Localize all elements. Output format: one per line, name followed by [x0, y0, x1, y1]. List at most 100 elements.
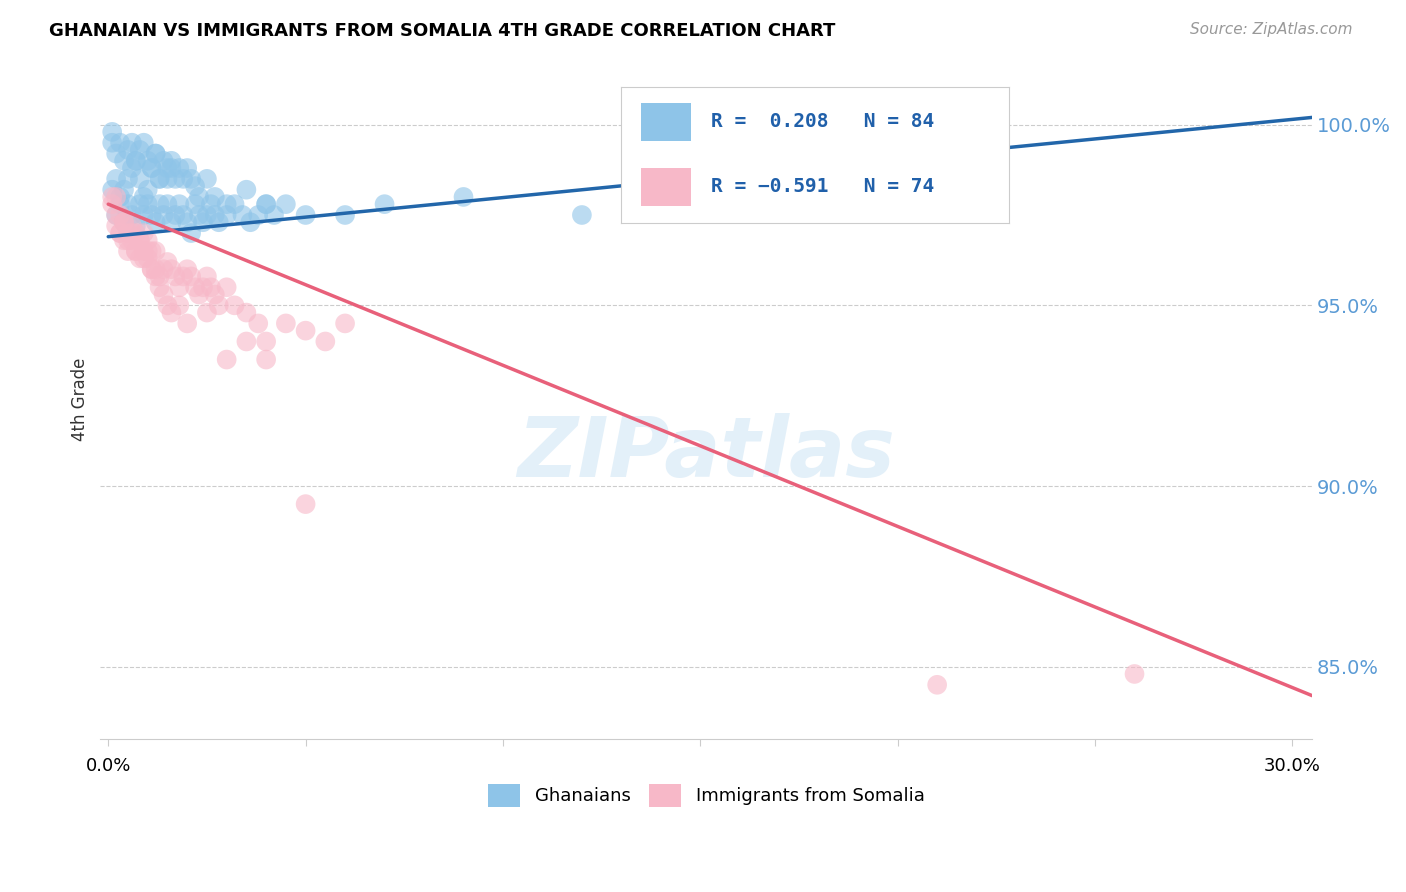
Point: [121, 233, 143, 247]
Point: [927, 678, 949, 692]
Point: [108, 197, 131, 211]
Point: [314, 334, 336, 349]
Point: [152, 153, 174, 168]
Point: [156, 161, 179, 175]
Point: [128, 143, 150, 157]
Point: [121, 161, 143, 175]
Point: [165, 208, 187, 222]
Text: GHANAIAN VS IMMIGRANTS FROM SOMALIA 4TH GRADE CORRELATION CHART: GHANAIAN VS IMMIGRANTS FROM SOMALIA 4TH …: [49, 22, 835, 40]
Point: [125, 226, 148, 240]
Point: [101, 190, 124, 204]
Point: [108, 226, 131, 240]
Point: [121, 219, 143, 233]
Point: [152, 287, 174, 301]
Point: [148, 172, 170, 186]
Point: [172, 172, 194, 186]
Point: [215, 197, 238, 211]
Point: [145, 215, 167, 229]
Point: [156, 197, 179, 211]
Point: [128, 252, 150, 266]
Point: [112, 215, 135, 229]
Point: [235, 334, 257, 349]
Point: [247, 208, 270, 222]
Point: [117, 172, 139, 186]
Point: [112, 215, 135, 229]
Point: [215, 280, 238, 294]
Point: [188, 208, 211, 222]
Point: [156, 172, 179, 186]
Point: [112, 233, 135, 247]
Point: [121, 208, 143, 222]
Text: ZIPatlas: ZIPatlas: [517, 413, 896, 494]
Point: [224, 197, 246, 211]
Point: [145, 244, 167, 259]
Point: [235, 305, 257, 319]
Point: [132, 244, 155, 259]
Point: [195, 269, 218, 284]
Point: [121, 136, 143, 150]
Point: [224, 298, 246, 312]
Point: [148, 280, 170, 294]
Point: [108, 136, 131, 150]
Point: [101, 125, 124, 139]
Point: [195, 208, 218, 222]
Point: [105, 172, 128, 186]
Text: 30.0%: 30.0%: [1264, 757, 1320, 775]
Point: [208, 215, 231, 229]
Point: [136, 153, 159, 168]
Point: [184, 179, 207, 194]
Point: [453, 190, 475, 204]
Point: [333, 317, 356, 331]
Point: [188, 190, 211, 204]
Text: 0.0%: 0.0%: [86, 757, 131, 775]
Point: [132, 226, 155, 240]
Point: [571, 208, 593, 222]
Point: [117, 226, 139, 240]
Point: [152, 208, 174, 222]
Point: [169, 280, 191, 294]
Point: [105, 146, 128, 161]
Point: [101, 183, 124, 197]
Point: [132, 136, 155, 150]
Point: [169, 298, 191, 312]
Point: [152, 262, 174, 277]
Point: [145, 146, 167, 161]
Point: [160, 305, 183, 319]
Point: [108, 226, 131, 240]
Point: [101, 136, 124, 150]
Point: [108, 190, 131, 204]
Point: [141, 244, 163, 259]
Text: Source: ZipAtlas.com: Source: ZipAtlas.com: [1189, 22, 1353, 37]
Point: [204, 208, 226, 222]
Point: [125, 219, 148, 233]
Point: [108, 208, 131, 222]
Point: [195, 172, 218, 186]
Point: [145, 269, 167, 284]
Point: [121, 226, 143, 240]
Point: [141, 262, 163, 277]
Point: [125, 153, 148, 168]
Point: [208, 298, 231, 312]
Point: [176, 161, 198, 175]
Point: [148, 172, 170, 186]
Point: [136, 252, 159, 266]
Point: [141, 161, 163, 175]
Point: [125, 244, 148, 259]
Legend: Ghanaians, Immigrants from Somalia: Ghanaians, Immigrants from Somalia: [481, 777, 932, 814]
Point: [176, 215, 198, 229]
Point: [374, 197, 396, 211]
Point: [132, 252, 155, 266]
Point: [333, 208, 356, 222]
Point: [117, 244, 139, 259]
Point: [112, 215, 135, 229]
Point: [169, 197, 191, 211]
Point: [148, 269, 170, 284]
Point: [200, 280, 222, 294]
Point: [247, 317, 270, 331]
Point: [184, 197, 207, 211]
Point: [117, 233, 139, 247]
Point: [204, 287, 226, 301]
Point: [231, 208, 253, 222]
Point: [263, 208, 285, 222]
Point: [254, 334, 277, 349]
